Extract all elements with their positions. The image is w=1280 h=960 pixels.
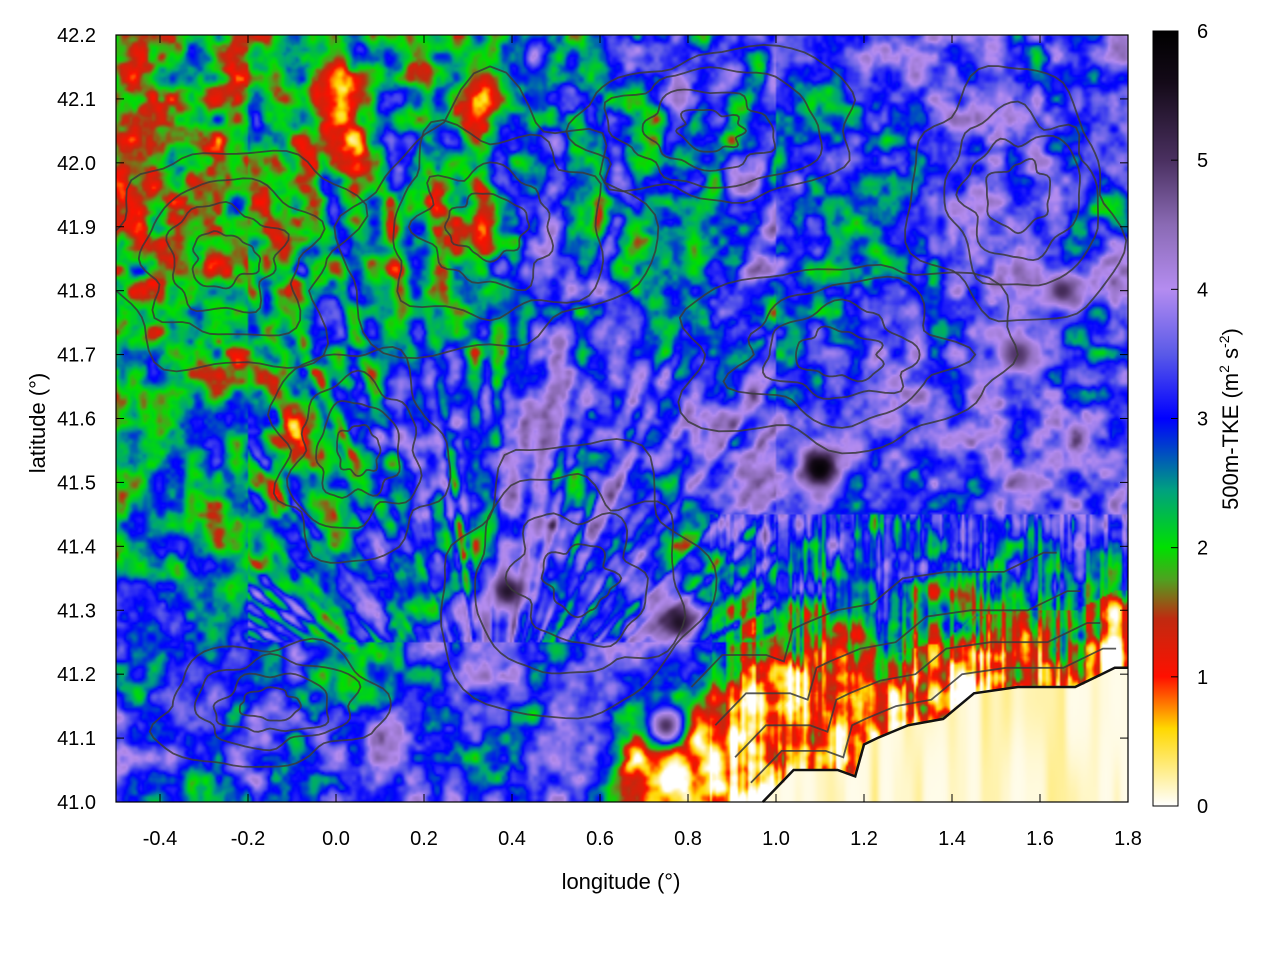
x-tick-label: 0.2 [410,828,438,850]
terrain-contour [193,652,362,752]
terrain-contour [504,511,649,648]
x-axis-ticks: -0.4 -0.2 0.0 0.2 0.4 0.6 0.8 1.0 1.2 1.4 1.6 1.8 [143,35,1142,850]
terrain-contour [474,472,687,675]
terrain-contour [443,192,531,263]
colorbar-tick-label: 1 [1197,667,1208,689]
terrain-contour [677,263,1019,455]
y-tick-label: 41.4 [57,536,96,558]
terrain-contour [315,399,401,499]
terrain-contour [137,177,326,337]
y-tick-label: 41.8 [57,281,96,303]
x-tick-label: 1.4 [938,828,966,850]
colorbar-label-mid: s [1218,348,1243,365]
terrain-contour [165,200,290,314]
y-tick-label: 42.1 [57,89,96,111]
plot-area [115,34,1129,803]
y-tick-label: 41.1 [57,728,96,750]
colorbar-tick-label: 4 [1197,279,1208,301]
terrain-contour [148,637,392,768]
x-tick-label: -0.4 [143,828,177,850]
terrain-contour [641,88,777,172]
terrain-contour [603,66,823,189]
terrain-contour [795,325,885,383]
colorbar-tick-label: 5 [1197,150,1208,172]
x-tick-label: 0.8 [674,828,702,850]
terrain-contour [714,590,1081,726]
terrain-contour [392,119,605,322]
coastline [761,666,1128,803]
colorbar-tick-label: 2 [1197,538,1208,560]
y-tick-label: 41.9 [57,217,96,239]
terrain-contour [336,423,382,478]
y-tick-label: 42.0 [57,153,96,175]
terrain-contour [690,551,1057,688]
colorbar-tick-label: 0 [1197,796,1208,818]
terrain-contour [762,298,921,400]
x-tick-label: 1.8 [1114,828,1142,850]
terrain-contour [238,686,302,722]
colorbar-tick-label: 3 [1197,409,1208,431]
terrain-contour [675,109,748,153]
x-tick-label: 0.6 [586,828,614,850]
y-tick-label: 42.2 [57,25,96,47]
x-axis-label: longitude (°) [562,869,681,894]
terrain-contour [212,672,330,733]
terrain-contour [540,543,623,619]
y-tick-label: 41.6 [57,409,96,431]
y-tick-label: 41.5 [57,472,96,494]
terrain-contour [267,345,452,564]
terrain-contour [191,230,262,290]
x-tick-label: 0.4 [498,828,526,850]
colorbar-ticks: 0 1 2 3 4 5 6 [1171,21,1208,818]
y-axis-ticks: 41.0 41.1 41.2 41.3 41.4 41.5 41.6 41.7 41.8 41.9… [57,25,1128,814]
colorbar-label: 500m-TKE (m2 s-2) [1216,328,1243,510]
colorbar-label-end: ) [1218,328,1243,335]
x-tick-label: 1.6 [1026,828,1054,850]
terrain-contour [439,438,718,720]
terrain-contour [116,149,369,373]
colorbar-label-main: 500m-TKE (m [1218,373,1243,510]
terrain-contour [750,647,1117,784]
colorbar-label-sup1: 2 [1216,365,1232,373]
x-tick-label: -0.2 [231,828,265,850]
x-tick-label: 0.0 [322,828,350,850]
x-tick-label: 1.2 [850,828,878,850]
colorbar-tick-label: 6 [1197,21,1208,43]
y-tick-label: 41.3 [57,600,96,622]
y-tick-label: 41.0 [57,792,96,814]
terrain-contour [565,43,857,204]
y-axis-label: latitude (°) [25,373,50,474]
terrain-contour [407,161,555,292]
terrain-contour [955,134,1081,262]
colorbar-label-sup2: -2 [1216,335,1232,348]
y-tick-label: 41.7 [57,345,96,367]
y-tick-label: 41.2 [57,664,96,686]
x-tick-label: 1.0 [762,828,790,850]
terrain-contours [116,43,1128,784]
terrain-contour [734,622,1101,758]
terrain-contour [333,65,660,360]
terrain-contour [985,158,1051,235]
terrain-contour [722,275,977,429]
terrain-contour [285,369,423,530]
terrain-contour [904,65,1128,323]
terrain-contour [943,100,1100,287]
